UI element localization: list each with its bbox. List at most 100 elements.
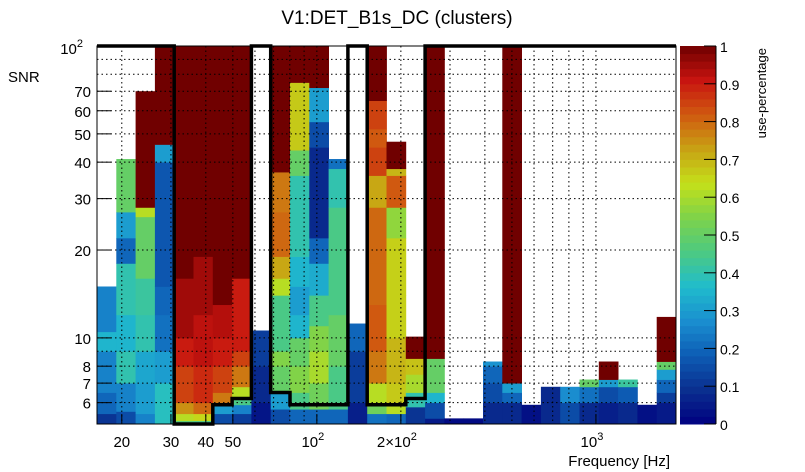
colorbar-swatch [680, 68, 716, 77]
colorbar-swatch [680, 318, 716, 327]
heatmap-cell [425, 46, 445, 359]
colorbar-swatch [680, 212, 716, 221]
heatmap-cell [656, 369, 677, 380]
heatmap-cell [444, 418, 465, 425]
colorbar-tick-label: 0.2 [720, 341, 740, 357]
colorbar-swatch [680, 416, 716, 425]
heatmap-cell [193, 256, 214, 316]
heatmap-cell [193, 314, 214, 367]
grid-lines [97, 46, 676, 424]
colorbar-swatch [680, 83, 716, 92]
colorbar-swatch [680, 310, 716, 319]
colorbar-swatch [680, 136, 716, 145]
heatmap-cell [232, 351, 252, 367]
heatmap-cell [116, 314, 136, 352]
heatmap-cell [193, 413, 214, 422]
y-tick-label: 10 [74, 331, 91, 348]
colorbar-swatch [680, 106, 716, 115]
heatmap-cell [154, 314, 175, 352]
colorbar-swatch [680, 295, 716, 304]
heatmap-cell [656, 402, 677, 425]
heatmap-cell [502, 402, 522, 425]
heatmap-cell [618, 386, 638, 404]
colorbar-swatch [680, 129, 716, 138]
heatmap-cell [135, 207, 156, 218]
colorbar-swatch [680, 151, 716, 160]
colorbar-swatch [680, 197, 716, 206]
colorbar-swatch [680, 182, 716, 191]
heatmap-cell [270, 211, 291, 257]
heatmap-cell [270, 351, 291, 367]
heatmap-cell [290, 392, 310, 410]
heatmap-cell [290, 409, 310, 425]
colorbar-swatch [680, 303, 716, 312]
heatmap-cell [270, 366, 291, 393]
heatmap-cell [154, 46, 175, 145]
heatmap-cell [193, 366, 214, 404]
heatmap-cell [598, 402, 619, 425]
heatmap-cell [309, 409, 329, 425]
heatmap-cell [212, 337, 233, 367]
heatmap-cell [367, 304, 387, 352]
heatmap-cell [367, 383, 387, 404]
heatmap-cell [425, 418, 445, 425]
heatmap-cell [347, 351, 368, 404]
heatmap-cell [97, 286, 117, 333]
heatmap-cell [367, 263, 387, 306]
heatmap-cell [386, 168, 407, 176]
x-tick-label: 50 [225, 434, 242, 451]
colorbar-tick-label: 1 [720, 39, 728, 55]
x-tick-label: 40 [197, 434, 214, 451]
colorbar-swatch [680, 159, 716, 168]
colorbar-swatch [680, 235, 716, 244]
heatmap-cell [116, 351, 136, 384]
heatmap-cell [386, 383, 407, 404]
heatmap-cell [116, 383, 136, 412]
heatmap-cell [579, 386, 600, 404]
heatmap-cell [270, 392, 291, 410]
heatmap-cell [405, 336, 426, 359]
heatmap-cell [463, 418, 484, 425]
heatmap-cell [174, 278, 194, 339]
heatmap-cell [637, 404, 658, 425]
colorbar-swatch [680, 371, 716, 380]
heatmap-cell [328, 366, 349, 410]
heatmap-cell [212, 392, 233, 406]
heatmap-cell [174, 366, 194, 404]
colorbar-swatch [680, 333, 716, 342]
y-tick-label: 6 [83, 396, 91, 413]
heatmap-cell [386, 207, 407, 239]
x-tick-label: 103 [581, 431, 604, 451]
colorbar-tick-label: 0.8 [720, 115, 740, 131]
axes: 20 30 40 50 102 2×102 103 6 78 10 20 30 40 50 60 70 102 [60, 38, 603, 451]
heatmap-cell [483, 361, 503, 367]
colorbar-swatch [680, 98, 716, 107]
heatmap-cell [212, 46, 233, 306]
heatmap-cell [367, 128, 387, 148]
heatmap-cell [135, 278, 156, 316]
heatmap-cell [405, 406, 426, 425]
x-tick-label: 2×102 [377, 431, 417, 451]
heatmap-cell [135, 216, 156, 279]
heatmap-cell [270, 409, 291, 425]
heatmap-cell [290, 46, 310, 83]
y-tick-label: 20 [74, 243, 91, 260]
heatmap-cell [309, 351, 329, 384]
heatmap-cell [212, 304, 233, 339]
colorbar-swatch [680, 265, 716, 274]
heatmap-cell [386, 295, 407, 339]
colorbar-tick-label: 0.5 [720, 228, 740, 244]
colorbar-swatch [680, 287, 716, 296]
heatmap-cell [174, 46, 194, 279]
heatmap-cell [425, 358, 445, 393]
heatmap-cell [97, 351, 117, 393]
heatmap-cell [309, 237, 329, 264]
heatmap-cell [116, 159, 136, 213]
heatmap-cell [309, 325, 329, 352]
heatmap-cell [251, 402, 272, 425]
heatmap-cell [290, 150, 310, 176]
heatmap-cell [251, 366, 272, 404]
heatmap-cell [309, 46, 329, 89]
heatmap-cell [521, 404, 542, 425]
colorbar-swatch [680, 166, 716, 176]
